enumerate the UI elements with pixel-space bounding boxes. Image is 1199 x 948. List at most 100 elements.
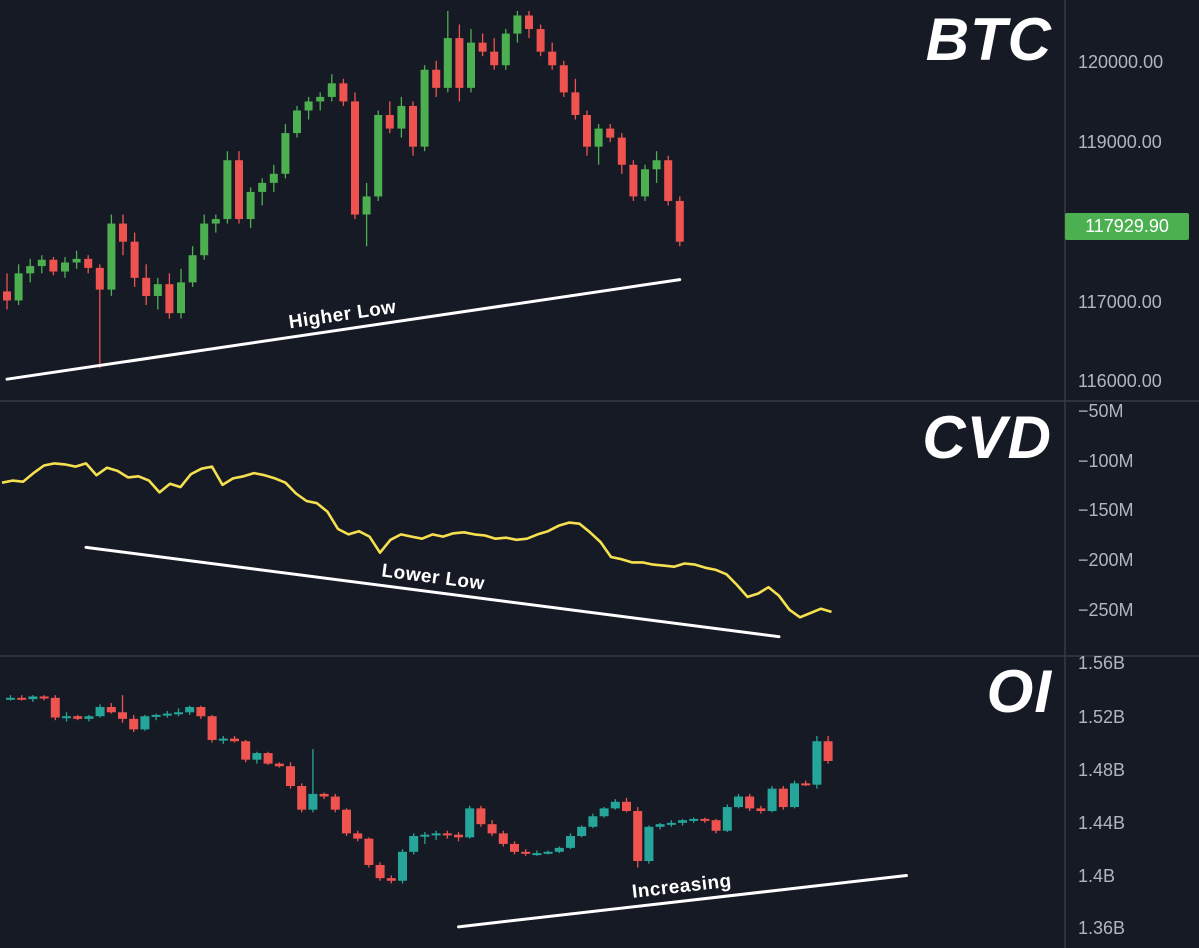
btc-candle [675, 200, 684, 242]
btc-candle [72, 258, 81, 263]
btc-candle [501, 33, 510, 66]
oi-candle [151, 714, 161, 717]
oi-candle [554, 847, 564, 852]
oi-candle [207, 716, 217, 740]
oi-candle [510, 843, 519, 852]
oi-candle [319, 793, 329, 797]
oi-candle [196, 707, 206, 717]
oi-candle [17, 697, 27, 700]
oi-candle [140, 716, 150, 730]
oi-candle [431, 833, 441, 836]
btc-trendline [5, 278, 682, 381]
btc-candle [258, 182, 267, 192]
cvd-axis-tick: −150M [1078, 500, 1134, 520]
cvd-line [1, 462, 832, 619]
oi-trendline [457, 874, 908, 929]
oi-candle [622, 801, 631, 812]
btc-annotation: Higher Low [287, 297, 397, 334]
oi-candle [398, 851, 407, 881]
oi-candle [386, 878, 396, 881]
btc-candle [26, 266, 35, 274]
oi-axis-tick: 1.56B [1078, 653, 1126, 673]
oi-candle [241, 741, 251, 760]
btc-axis-tick: 120000.00 [1078, 52, 1164, 72]
btc-candle [200, 223, 209, 256]
btc-candle [606, 128, 615, 138]
btc-candle [374, 115, 383, 197]
oi-candle [252, 753, 262, 760]
btc-candle [385, 115, 394, 129]
oi-candle [476, 808, 486, 825]
btc-candle [211, 219, 220, 224]
btc-candle [14, 273, 23, 301]
btc-candle [49, 259, 58, 272]
btc-candle [107, 223, 116, 290]
oi-axis-tick: 1.36B [1078, 918, 1126, 938]
btc-candle [165, 284, 174, 314]
btc-candle [409, 105, 417, 147]
btc-candle [223, 160, 232, 220]
btc-candle [130, 241, 139, 278]
oi-candle [678, 820, 687, 823]
oi-candle [644, 826, 654, 862]
oi-candle [521, 851, 531, 854]
oi-candle [790, 783, 799, 808]
oi-candle [50, 697, 60, 718]
btc-candle [304, 101, 313, 111]
oi-candle [106, 707, 116, 713]
btc-candle [420, 69, 429, 147]
btc-candle [269, 173, 278, 183]
btc-candle [594, 128, 603, 147]
btc-candle [617, 137, 626, 165]
cvd-axis-tick: −250M [1078, 600, 1134, 620]
oi-candle [734, 796, 743, 808]
oi-candle [588, 816, 598, 827]
oi-candle [95, 707, 105, 717]
oi-candle [633, 811, 643, 862]
cvd-axis-tick: −50M [1078, 401, 1124, 421]
last-price-tag: 117929.90 [1065, 213, 1189, 240]
oi-candle [263, 753, 273, 764]
btc-candle [478, 42, 487, 52]
oi-candle [409, 836, 419, 852]
btc-candle [61, 262, 69, 272]
btc-candle [281, 133, 290, 174]
btc-candle [490, 51, 499, 66]
oi-candle [465, 808, 475, 838]
btc-candle [536, 29, 545, 52]
btc-candle [351, 101, 359, 215]
oi-candle [532, 853, 542, 856]
oi-candle [610, 801, 620, 809]
oi-candle [162, 713, 172, 716]
oi-candle [39, 696, 49, 699]
oi-candle [722, 807, 732, 831]
oi-candle [745, 796, 755, 809]
cvd-annotation: Lower Low [380, 561, 486, 595]
oi-candle [487, 824, 497, 834]
oi-axis-tick: 1.4B [1078, 866, 1116, 886]
oi-candle [375, 864, 385, 879]
oi-candle [711, 820, 721, 831]
btc-candle [641, 169, 649, 197]
oi-candle [230, 738, 239, 742]
btc-candle [84, 258, 93, 268]
btc-panel-title: BTC [925, 6, 1052, 73]
oi-candle [543, 851, 553, 854]
oi-candle [297, 785, 307, 810]
btc-candle [571, 92, 580, 115]
oi-candle [666, 822, 676, 825]
btc-candle [3, 291, 11, 301]
oi-candle [801, 783, 811, 786]
btc-candle [443, 38, 452, 88]
btc-candle [177, 282, 185, 314]
oi-candle [118, 712, 127, 719]
btc-candle [513, 15, 522, 34]
oi-axis-tick: 1.44B [1078, 813, 1126, 833]
btc-candle [316, 96, 325, 102]
oi-candle [454, 834, 463, 838]
cvd-axis-tick: −200M [1078, 550, 1134, 570]
oi-candle [700, 818, 710, 821]
btc-axis-tick: 117000.00 [1078, 292, 1162, 312]
oi-candle [174, 712, 183, 715]
